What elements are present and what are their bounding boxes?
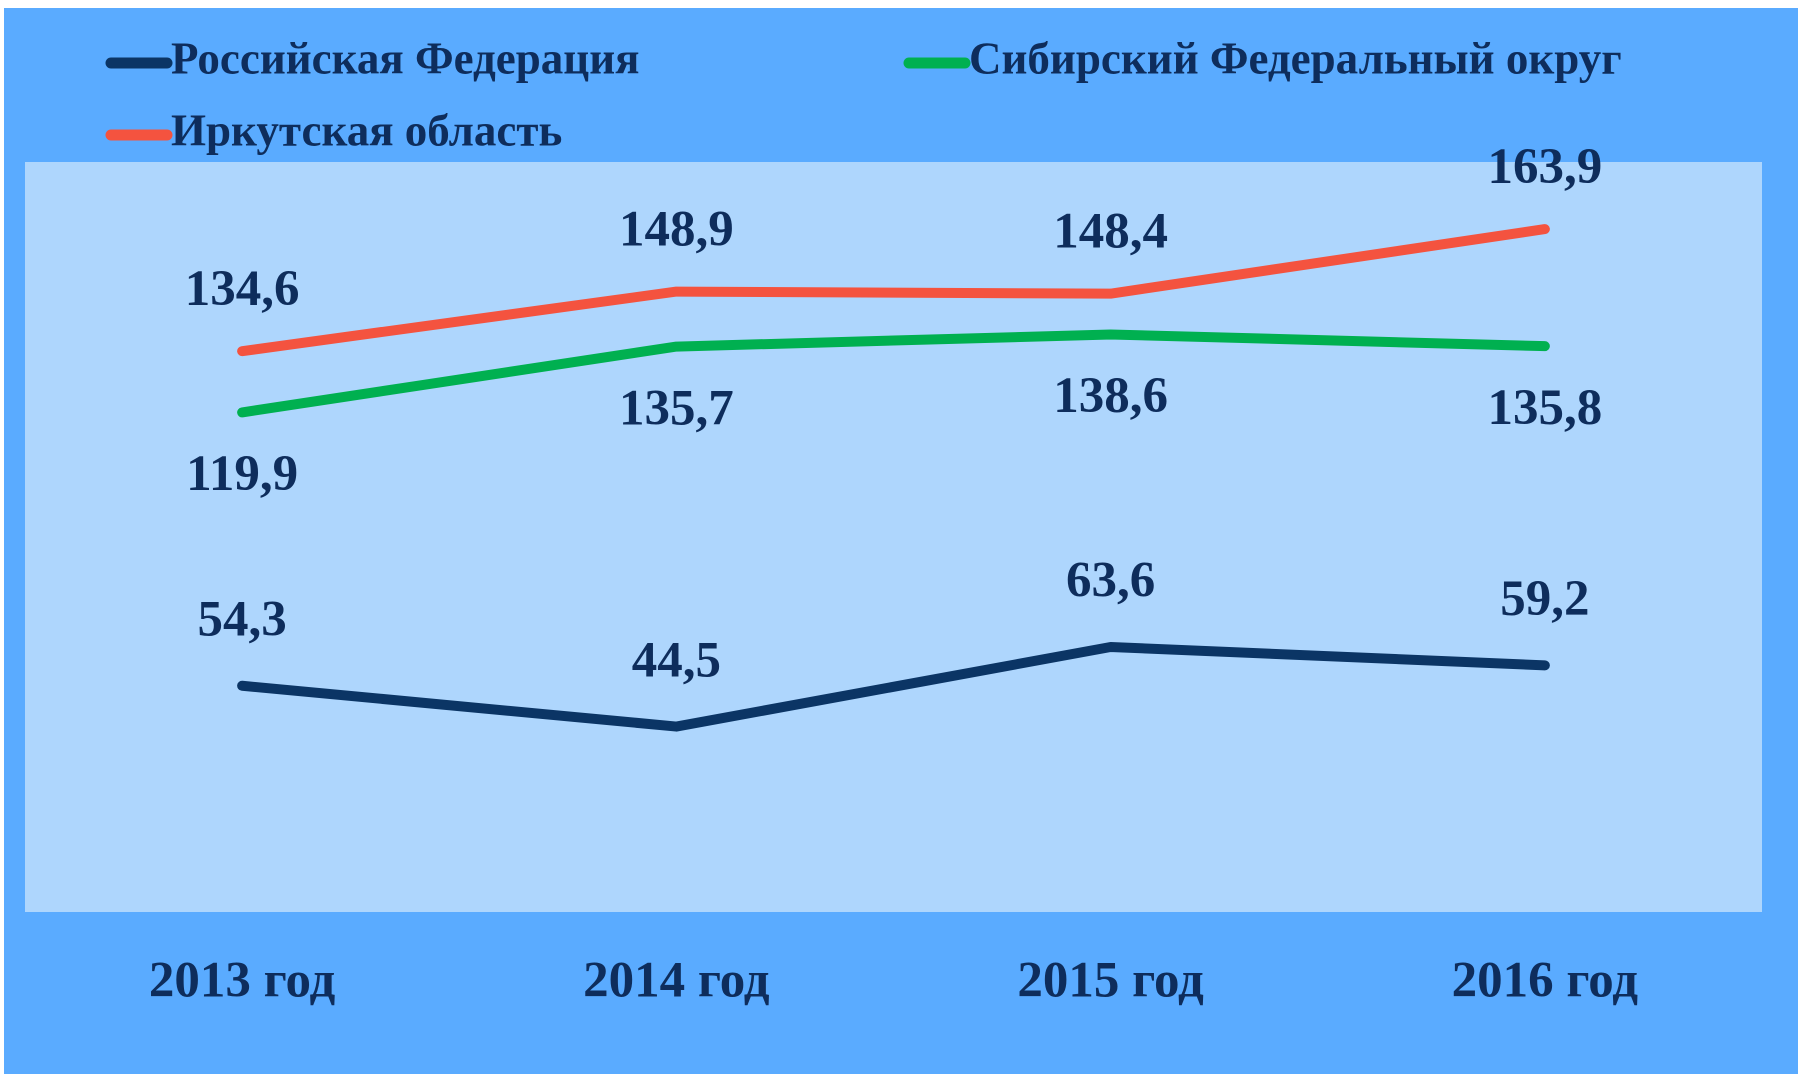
series-line xyxy=(237,329,1550,418)
x-tick-label: 2013 год xyxy=(149,953,336,1009)
data-label: 54,3 xyxy=(198,591,287,647)
x-tick-label: 2014 год xyxy=(583,953,770,1009)
data-label: 63,6 xyxy=(1066,553,1155,609)
series-line xyxy=(237,642,1550,732)
legend-label: Российская Федерация xyxy=(171,33,639,83)
legend-label: Сибирский Федеральный округ xyxy=(969,33,1622,83)
data-label: 44,5 xyxy=(632,632,721,688)
series-line xyxy=(237,224,1550,357)
data-label: 59,2 xyxy=(1500,571,1589,627)
plot-area xyxy=(25,162,1762,912)
data-label: 163,9 xyxy=(1488,139,1603,195)
data-label: 135,7 xyxy=(619,380,734,436)
data-label: 148,9 xyxy=(619,201,734,257)
data-label: 148,4 xyxy=(1053,203,1168,259)
data-label: 135,8 xyxy=(1488,380,1603,436)
data-label: 134,6 xyxy=(185,261,300,317)
data-label: 119,9 xyxy=(186,446,298,502)
data-label: 138,6 xyxy=(1053,368,1168,424)
x-tick-label: 2015 год xyxy=(1017,953,1204,1009)
legend-label: Иркутская область xyxy=(171,105,562,155)
x-tick-label: 2016 год xyxy=(1452,953,1639,1009)
